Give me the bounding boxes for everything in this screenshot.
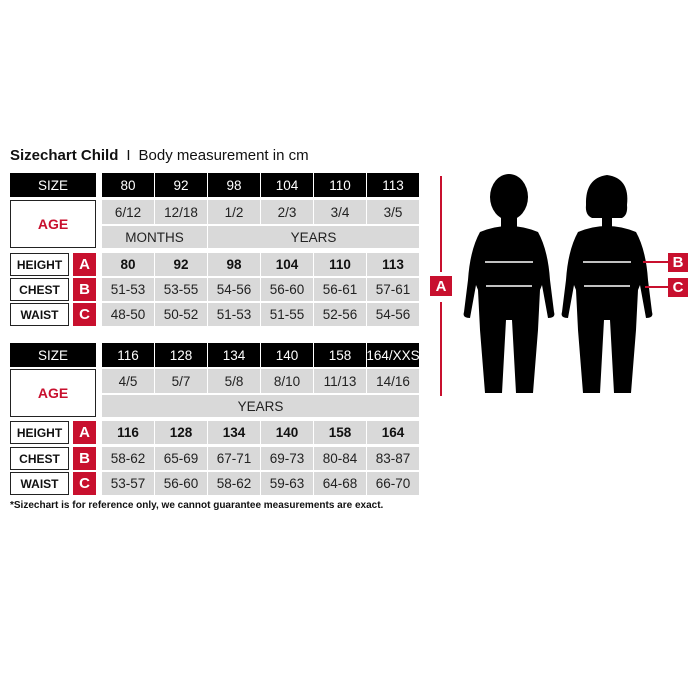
figure-label-c: C bbox=[668, 278, 688, 297]
chest-cell: 83-87 bbox=[367, 447, 419, 470]
size-cell: 104 bbox=[261, 173, 313, 197]
measure-lines bbox=[485, 261, 631, 287]
height-cell: 140 bbox=[261, 421, 313, 444]
waist-badge: C bbox=[73, 303, 96, 326]
subtitle: Body measurement in cm bbox=[138, 147, 309, 164]
height-cell: 104 bbox=[261, 253, 313, 276]
pointer-lines bbox=[643, 261, 668, 288]
age-cell: 3/4 bbox=[314, 200, 366, 224]
boy-silhouette bbox=[463, 174, 555, 393]
waist-cell: 54-56 bbox=[367, 303, 419, 326]
waist-cell: 50-52 bbox=[155, 303, 207, 326]
size-cell: 134 bbox=[208, 343, 260, 367]
age-cell: 8/10 bbox=[261, 369, 313, 393]
age-header: AGE bbox=[10, 369, 96, 417]
waist-cell: 59-63 bbox=[261, 472, 313, 495]
height-cell: 80 bbox=[102, 253, 154, 276]
height-cell: 116 bbox=[102, 421, 154, 444]
height-cell: 134 bbox=[208, 421, 260, 444]
size-cell: 98 bbox=[208, 173, 260, 197]
page-title: Sizechart Child I Body measurement in cm bbox=[10, 147, 309, 164]
size-cell: 164/XXS bbox=[366, 343, 420, 367]
height-cell: 92 bbox=[155, 253, 207, 276]
age-cell: 6/12 bbox=[102, 200, 154, 224]
title-text: Sizechart Child bbox=[10, 147, 119, 164]
size-cell: 80 bbox=[102, 173, 154, 197]
height-label: HEIGHT bbox=[10, 421, 69, 444]
chest-cell: 65-69 bbox=[155, 447, 207, 470]
waist-cell: 51-53 bbox=[208, 303, 260, 326]
chest-cell: 54-56 bbox=[208, 278, 260, 301]
chest-cell: 56-60 bbox=[261, 278, 313, 301]
height-cell: 158 bbox=[314, 421, 366, 444]
chest-cell: 80-84 bbox=[314, 447, 366, 470]
size-cell: 92 bbox=[155, 173, 207, 197]
waist-cell: 51-55 bbox=[261, 303, 313, 326]
figure-label-b: B bbox=[668, 253, 688, 272]
footnote: *Sizechart is for reference only, we can… bbox=[10, 500, 384, 511]
girl-silhouette bbox=[561, 175, 653, 393]
age-unit-cell: MONTHS bbox=[102, 226, 207, 248]
age-unit-cell: YEARS bbox=[102, 395, 419, 417]
age-cell: 5/7 bbox=[155, 369, 207, 393]
size-header: SIZE bbox=[10, 173, 96, 197]
age-cell: 4/5 bbox=[102, 369, 154, 393]
height-badge: A bbox=[73, 421, 96, 444]
size-cell: 158 bbox=[314, 343, 366, 367]
height-cell: 98 bbox=[208, 253, 260, 276]
age-cell: 12/18 bbox=[155, 200, 207, 224]
height-cell: 164 bbox=[367, 421, 419, 444]
size-cell: 116 bbox=[102, 343, 154, 367]
chest-cell: 53-55 bbox=[155, 278, 207, 301]
waist-cell: 66-70 bbox=[367, 472, 419, 495]
age-cell: 2/3 bbox=[261, 200, 313, 224]
chest-cell: 69-73 bbox=[261, 447, 313, 470]
chest-badge: B bbox=[73, 278, 96, 301]
age-cell: 1/2 bbox=[208, 200, 260, 224]
waist-cell: 58-62 bbox=[208, 472, 260, 495]
waist-label: WAIST bbox=[10, 472, 69, 495]
size-cell: 140 bbox=[261, 343, 313, 367]
waist-cell: 53-57 bbox=[102, 472, 154, 495]
waist-cell: 56-60 bbox=[155, 472, 207, 495]
age-cell: 11/13 bbox=[314, 369, 366, 393]
chest-label: CHEST bbox=[10, 278, 69, 301]
height-cell: 110 bbox=[314, 253, 366, 276]
figure-label-a: A bbox=[430, 276, 452, 296]
waist-cell: 52-56 bbox=[314, 303, 366, 326]
waist-cell: 64-68 bbox=[314, 472, 366, 495]
chest-cell: 56-61 bbox=[314, 278, 366, 301]
size-cell: 128 bbox=[155, 343, 207, 367]
chest-cell: 51-53 bbox=[102, 278, 154, 301]
waist-cell: 48-50 bbox=[102, 303, 154, 326]
size-cell: 113 bbox=[367, 173, 419, 197]
age-cell: 5/8 bbox=[208, 369, 260, 393]
size-cell: 110 bbox=[314, 173, 366, 197]
chest-cell: 67-71 bbox=[208, 447, 260, 470]
waist-label: WAIST bbox=[10, 303, 69, 326]
height-cell: 128 bbox=[155, 421, 207, 444]
height-cell: 113 bbox=[367, 253, 419, 276]
age-cell: 14/16 bbox=[367, 369, 419, 393]
chest-label: CHEST bbox=[10, 447, 69, 470]
age-header: AGE bbox=[10, 200, 96, 248]
chest-cell: 57-61 bbox=[367, 278, 419, 301]
waist-badge: C bbox=[73, 472, 96, 495]
height-badge: A bbox=[73, 253, 96, 276]
chest-cell: 58-62 bbox=[102, 447, 154, 470]
title-separator: I bbox=[126, 147, 131, 164]
size-header: SIZE bbox=[10, 343, 96, 367]
chest-badge: B bbox=[73, 447, 96, 470]
age-unit-cell: YEARS bbox=[208, 226, 419, 248]
age-cell: 3/5 bbox=[367, 200, 419, 224]
height-label: HEIGHT bbox=[10, 253, 69, 276]
